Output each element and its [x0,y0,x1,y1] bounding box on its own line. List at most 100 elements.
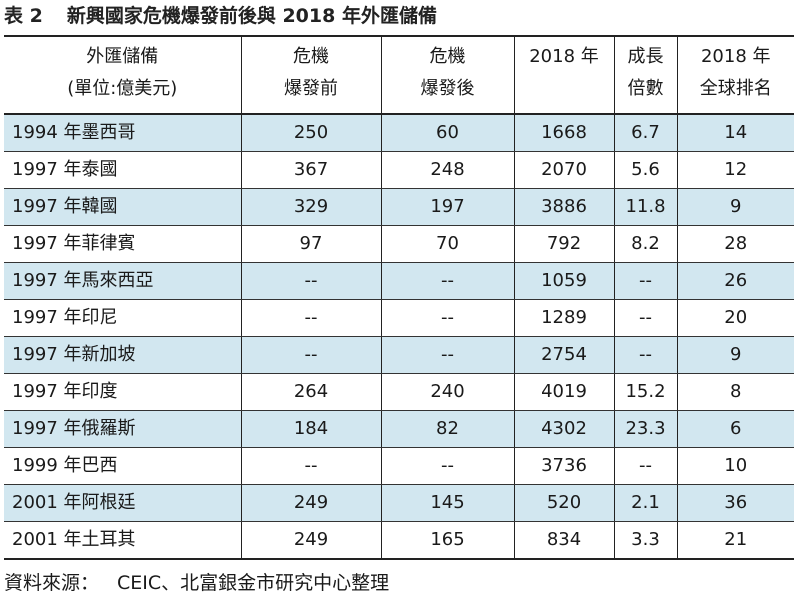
source-note: 資料來源： CEIC、北富銀金市研究中心整理 [4,569,389,597]
header-line: 成長 [627,46,664,67]
reserves-2018-cell: 4302 [513,410,615,448]
rank-cell: 26 [676,262,794,300]
rank-cell: 21 [676,521,794,560]
rank-cell: 12 [676,151,794,189]
country-cell: 1997 年韓國 [4,188,242,226]
header-line: 2018 年 [700,46,771,67]
header-line: 全球排名 [699,78,772,99]
table-row: 1997 年泰國 367 248 2070 5.6 12 [4,151,794,189]
header-2018: 2018 年 [513,36,615,114]
reserves-2018-cell: 2070 [513,151,615,189]
pre-crisis-cell: 264 [240,373,382,411]
header-line: 爆發後 [420,78,475,99]
country-cell: 1994 年墨西哥 [4,114,242,152]
growth-cell: 11.8 [613,188,678,226]
source-text: CEIC、北富銀金市研究中心整理 [117,572,390,594]
rank-cell: 36 [676,484,794,522]
country-cell: 1999 年巴西 [4,447,242,485]
country-cell: 1997 年馬來西亞 [4,262,242,300]
rank-cell: 20 [676,299,794,337]
growth-cell: -- [613,299,678,337]
growth-cell: 8.2 [613,225,678,263]
country-cell: 1997 年泰國 [4,151,242,189]
table-row: 2001 年土耳其 249 165 834 3.3 21 [4,521,794,560]
reserves-2018-cell: 1289 [513,299,615,337]
rank-cell: 28 [676,225,794,263]
header-line: (單位:億美元) [67,78,178,99]
header-post-crisis: 危機 爆發後 [380,36,515,114]
rank-cell: 10 [676,447,794,485]
pre-crisis-cell: 367 [240,151,382,189]
pre-crisis-cell: 97 [240,225,382,263]
pre-crisis-cell: 250 [240,114,382,152]
rank-cell: 14 [676,114,794,152]
reserves-2018-cell: 1668 [513,114,615,152]
table-row: 1997 年菲律賓 97 70 792 8.2 28 [4,225,794,263]
country-cell: 2001 年阿根廷 [4,484,242,522]
table-row: 1997 年韓國 329 197 3886 11.8 9 [4,188,794,226]
growth-cell: 3.3 [613,521,678,560]
reserves-2018-cell: 834 [513,521,615,560]
header-rank: 2018 年 全球排名 [676,36,794,114]
growth-cell: 6.7 [613,114,678,152]
rank-cell: 6 [676,410,794,448]
reserves-2018-cell: 1059 [513,262,615,300]
country-cell: 1997 年印尼 [4,299,242,337]
header-line: 外匯儲備 [86,46,159,67]
growth-cell: 2.1 [613,484,678,522]
header-growth: 成長 倍數 [613,36,678,114]
table-row: 1997 年印尼 -- -- 1289 -- 20 [4,299,794,337]
post-crisis-cell: -- [380,262,515,300]
pre-crisis-cell: 184 [240,410,382,448]
header-row: 外匯儲備 (單位:億美元) 危機 爆發前 危機 爆發後 2018 年 成長 倍數… [4,36,794,114]
header-line: 危機 [293,46,329,67]
pre-crisis-cell: 249 [240,484,382,522]
country-cell: 1997 年俄羅斯 [4,410,242,448]
reserves-table: 外匯儲備 (單位:億美元) 危機 爆發前 危機 爆發後 2018 年 成長 倍數… [4,35,794,560]
table-row: 1997 年新加坡 -- -- 2754 -- 9 [4,336,794,374]
reserves-2018-cell: 3886 [513,188,615,226]
reserves-2018-cell: 2754 [513,336,615,374]
country-cell: 1997 年新加坡 [4,336,242,374]
header-line: 2018 年 [529,46,599,67]
pre-crisis-cell: -- [240,447,382,485]
table-number: 表 2 [4,5,43,27]
table-title: 表 2 新興國家危機爆發前後與 2018 年外匯儲備 [4,2,437,30]
header-pre-crisis: 危機 爆發前 [240,36,382,114]
growth-cell: 15.2 [613,373,678,411]
post-crisis-cell: -- [380,447,515,485]
table-row: 1997 年印度 264 240 4019 15.2 8 [4,373,794,411]
growth-cell: 23.3 [613,410,678,448]
table-row: 1997 年俄羅斯 184 82 4302 23.3 6 [4,410,794,448]
post-crisis-cell: 60 [380,114,515,152]
table-row: 1997 年馬來西亞 -- -- 1059 -- 26 [4,262,794,300]
source-label: 資料來源： [4,572,100,594]
pre-crisis-cell: -- [240,262,382,300]
post-crisis-cell: 197 [380,188,515,226]
growth-cell: -- [613,336,678,374]
post-crisis-cell: 82 [380,410,515,448]
table-title-text: 新興國家危機爆發前後與 2018 年外匯儲備 [66,5,437,27]
rank-cell: 8 [676,373,794,411]
header-reserves: 外匯儲備 (單位:億美元) [4,36,242,114]
post-crisis-cell: 70 [380,225,515,263]
reserves-2018-cell: 792 [513,225,615,263]
pre-crisis-cell: -- [240,299,382,337]
pre-crisis-cell: -- [240,336,382,374]
country-cell: 1997 年菲律賓 [4,225,242,263]
growth-cell: 5.6 [613,151,678,189]
header-line: 倍數 [627,78,664,99]
rank-cell: 9 [676,188,794,226]
pre-crisis-cell: 249 [240,521,382,560]
growth-cell: -- [613,447,678,485]
country-cell: 2001 年土耳其 [4,521,242,560]
post-crisis-cell: 248 [380,151,515,189]
post-crisis-cell: -- [380,336,515,374]
post-crisis-cell: 165 [380,521,515,560]
reserves-2018-cell: 4019 [513,373,615,411]
reserves-2018-cell: 520 [513,484,615,522]
header-line: 危機 [429,46,466,67]
pre-crisis-cell: 329 [240,188,382,226]
table-row: 1999 年巴西 -- -- 3736 -- 10 [4,447,794,485]
table-row: 2001 年阿根廷 249 145 520 2.1 36 [4,484,794,522]
